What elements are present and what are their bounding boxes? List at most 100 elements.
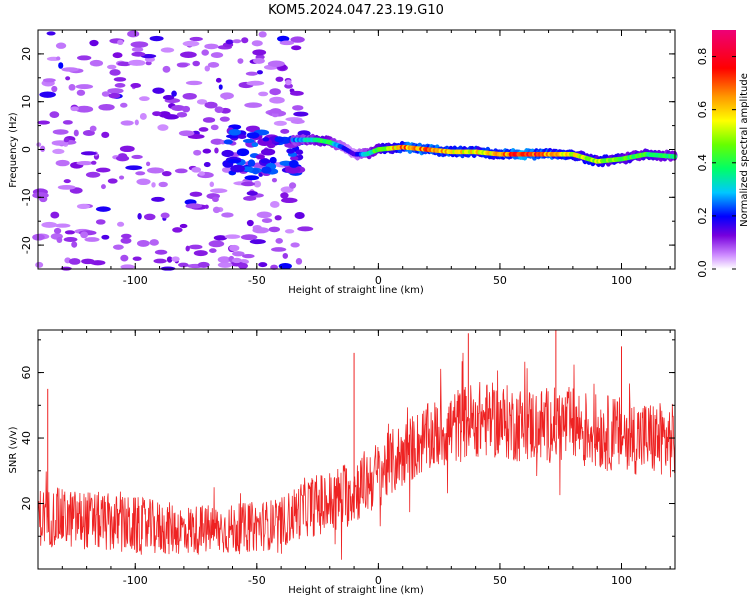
spectrogram-noise-cell [68,84,76,91]
spectrogram-noise-cell [76,161,94,166]
spectrogram-noise-cell [77,55,92,61]
spectrogram-noise-cell [35,261,44,268]
spectrogram-noise-cell [261,166,272,174]
spectrogram-noise-cell [224,234,241,239]
spectrogram-noise-cell [51,140,69,146]
spectrogram-noise-cell [271,177,278,183]
snr-x-tick-label: -50 [248,574,266,587]
spectrogram-noise-cell [89,59,104,67]
spectrogram-noise-cell [198,127,209,132]
spectrogram-noise-cell [285,79,292,86]
spectrogram-noise-cell [217,256,231,263]
spectrogram-noise-cell [179,223,188,229]
spectrogram-noise-cell [101,131,110,139]
spectrogram-y-tick-label: 20 [20,47,33,61]
spectrogram-x-tick-label: 100 [611,274,632,287]
spectrogram-noise-cell [149,35,164,42]
spectrogram-noise-cell [232,257,242,264]
spectrogram-noise-cell [292,105,304,111]
spectrogram-noise-cell [209,188,228,194]
spectrogram-noise-cell [174,168,188,174]
spectrogram-noise-cell [75,84,94,90]
spectrogram-noise-cell [151,196,165,202]
spectrogram-noise-cell [204,43,219,50]
spectrogram-noise-cell [37,120,50,125]
spectrogram-noise-cell [275,76,284,82]
spectrogram-noise-cell [54,223,71,228]
spectrogram-noise-cell [221,149,234,158]
spectrogram-noise-cell [288,159,299,168]
spectrogram-noise-cell [182,40,200,47]
spectrogram-noise-cell [267,60,285,67]
spectrogram-noise-cell [289,156,299,161]
spectrogram-noise-cell [176,111,188,118]
spectrogram-noise-cell [237,58,244,64]
spectrogram-noise-cell [229,244,240,252]
snr-y-tick-label: 40 [20,431,33,445]
spectrogram-noise-cell [209,181,215,187]
spectrogram-plot-area [32,30,678,271]
spectrogram-noise-cell [280,186,294,193]
spectrogram-noise-cell [284,229,295,234]
spectrogram-noise-cell [125,165,143,171]
spectrogram-noise-cell [221,212,234,218]
spectrogram-noise-cell [158,181,168,188]
spectrogram-noise-cell [220,92,234,100]
snr-x-tick-label: -100 [123,574,148,587]
spectrogram-noise-cell [290,242,300,248]
spectrogram-noise-cell [215,77,222,83]
spectrogram-noise-cell [185,80,203,86]
spectrogram-noise-cell [275,237,283,244]
spectrogram-noise-cell [137,213,142,220]
spectrogram-noise-cell [210,138,224,145]
spectrogram-noise-cell [63,137,70,143]
spectrogram-noise-cell [71,241,78,248]
colorbar-tick-label: 0.4 [696,154,709,172]
spectrogram-noise-cell [136,178,151,186]
spectrogram-noise-cell [113,77,127,82]
snr-panel: -100 -50 0 50 100 20 40 60 Height of straight … [8,329,676,596]
spectrogram-noise-cell [41,221,58,228]
spectrogram-noise-cell [230,164,245,173]
spectrogram-noise-cell [70,106,79,112]
spectrogram-noise-cell [39,91,56,98]
spectrogram-x-tick-label: -100 [123,274,148,287]
spectrogram-noise-cell [52,129,69,135]
spectrogram-noise-cell [189,191,203,197]
spectrogram-noise-cell [64,230,76,235]
spectrogram-noise-cell [176,62,189,68]
spectrogram-noise-cell [149,239,159,246]
spectrogram-noise-cell [274,136,284,143]
spectrogram-noise-cell [42,78,56,83]
spectrogram-noise-cell [290,36,305,43]
spectrogram-noise-cell [285,165,301,174]
spectrogram-noise-cell [117,61,132,67]
spectrogram-noise-cell [246,80,265,86]
spectrogram-y-tick-label: -10 [20,188,33,206]
spectrogram-noise-cell [182,92,197,100]
spectrogram-noise-cell [289,182,297,189]
spectrogram-noise-cell [120,237,132,244]
colorbar-tick-label: 0.0 [696,260,709,278]
spectrogram-noise-cell [132,256,142,261]
spectrogram-noise-cell [51,85,58,93]
spectrogram-noise-cell [160,47,175,53]
spectrogram-noise-cell [295,257,303,265]
spectrogram-noise-cell [256,70,263,75]
spectrogram-noise-cell [134,119,139,126]
spectrogram-noise-cell [268,226,281,233]
spectrogram-noise-cell [117,39,124,46]
spectrogram-noise-cell [245,71,258,76]
spectrogram-noise-cell [212,196,219,203]
colorbar: 0.0 0.2 0.4 0.6 0.8 Normalized spectral ampl… [696,30,750,278]
spectrogram-noise-cell [82,129,95,137]
spectrogram-noise-cell [258,91,269,97]
spectrogram-noise-cell [65,76,71,81]
spectrogram-noise-cell [101,91,110,97]
spectrogram-noise-cell [207,61,220,68]
spectrogram-noise-cell [212,206,221,214]
spectrogram-noise-cell [203,161,211,168]
spectrogram-noise-cell [202,148,212,154]
